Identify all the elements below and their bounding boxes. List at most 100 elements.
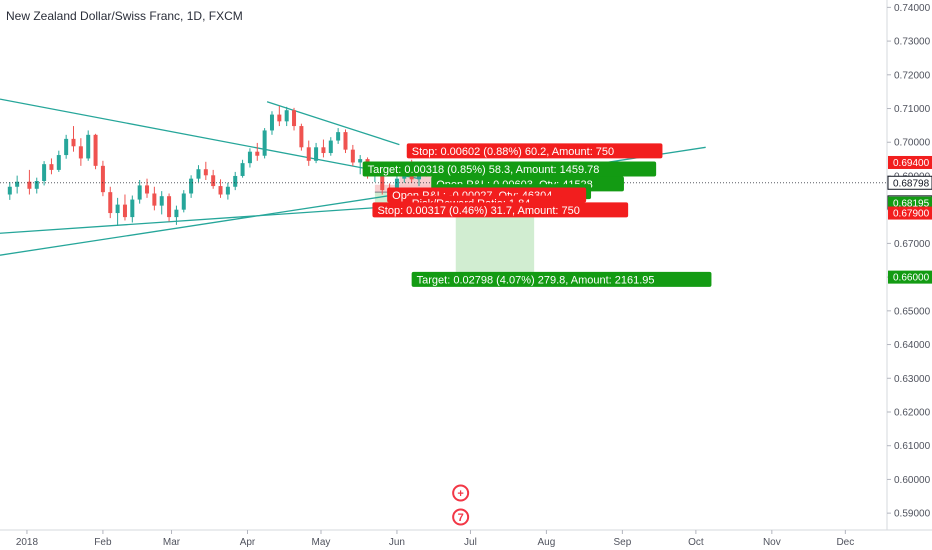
x-tick-label: Jun xyxy=(389,537,405,548)
upper-descending-trendline xyxy=(0,98,420,180)
candle-body xyxy=(336,132,341,141)
price-label-box xyxy=(888,206,932,220)
candle-body xyxy=(137,185,142,200)
x-tick-label: Oct xyxy=(688,537,704,548)
candle-body xyxy=(299,126,304,148)
candle-body xyxy=(64,138,69,156)
chart-title: New Zealand Dollar/Swiss Franc, 1D, FXCM xyxy=(6,9,243,23)
event-icons: +7 xyxy=(452,484,470,526)
short-descending-trendline xyxy=(266,101,400,146)
candle-body xyxy=(49,164,54,170)
candle-body xyxy=(34,181,39,189)
x-tick-label: Apr xyxy=(240,537,256,548)
x-tick-label: May xyxy=(312,537,331,548)
candle-body xyxy=(189,178,194,194)
candle-body xyxy=(233,175,238,187)
y-tick-label: 0.61000 xyxy=(894,441,931,452)
y-tick-label: 0.72000 xyxy=(894,70,931,81)
candle-body xyxy=(277,114,282,122)
candle-body xyxy=(269,114,274,131)
x-tick-label: Nov xyxy=(763,537,781,548)
candle-body xyxy=(380,166,385,191)
candle-body xyxy=(181,193,186,210)
y-tick-label: 0.67000 xyxy=(894,239,931,250)
event-icon-flag-glyph: 7 xyxy=(458,512,464,524)
y-tick-label: 0.70000 xyxy=(894,138,931,149)
y-tick-label: 0.63000 xyxy=(894,374,931,385)
price-labels: 0.694000.688000.687980.682170.681950.679… xyxy=(887,155,932,284)
candle-body xyxy=(262,130,267,156)
event-icon-plus-glyph: + xyxy=(457,488,463,500)
candle-body xyxy=(86,134,91,159)
candle-body xyxy=(167,196,172,218)
short-target-label-box xyxy=(362,161,657,177)
candle-body xyxy=(71,138,76,147)
candle-body xyxy=(42,164,47,182)
candle-body xyxy=(328,140,333,154)
candle-body xyxy=(100,165,105,193)
price-label-box xyxy=(888,155,932,169)
candle-body xyxy=(130,199,135,218)
candle-body xyxy=(218,186,223,195)
candle-body xyxy=(292,110,297,127)
price-label-box xyxy=(888,196,932,210)
candle-body xyxy=(108,192,113,214)
x-tick-label: Aug xyxy=(538,537,556,548)
price-label: 0.66000 xyxy=(893,273,930,284)
candle-body xyxy=(78,146,83,159)
candle-body xyxy=(247,151,252,164)
candle-body xyxy=(255,151,260,156)
x-tick-label: 2018 xyxy=(16,537,39,548)
long-stop-label-box xyxy=(372,202,629,218)
annotations: Stop: 0.00602 (0.88%) 60.2, Amount: 750 T… xyxy=(362,143,712,287)
candle-body xyxy=(343,132,348,150)
short-stop-label-box xyxy=(406,143,663,159)
y-tick-label: 0.71000 xyxy=(894,104,931,115)
candle-body xyxy=(196,169,201,179)
candle-body xyxy=(314,147,319,161)
price-label: 0.68195 xyxy=(893,199,930,210)
candle-body xyxy=(7,186,12,195)
x-tick-label: Jul xyxy=(464,537,477,548)
event-icon-flag xyxy=(452,508,470,526)
y-tick-label: 0.59000 xyxy=(894,509,931,520)
short-target-label: Target: 0.00318 (0.85%) 58.3, Amount: 14… xyxy=(368,164,600,176)
candle-body xyxy=(122,204,127,218)
candle-body xyxy=(27,181,32,189)
event-icon-plus xyxy=(452,484,470,502)
candle-body xyxy=(358,159,363,163)
price-label-box xyxy=(888,270,932,284)
candle-body xyxy=(240,163,245,176)
y-tick-label: 0.73000 xyxy=(894,37,931,48)
y-tick-label: 0.64000 xyxy=(894,340,931,351)
candle-body xyxy=(174,209,179,218)
x-tick-label: Sep xyxy=(613,537,631,548)
candle-body xyxy=(56,155,61,170)
candle-body xyxy=(225,186,230,195)
y-tick-label: 0.74000 xyxy=(894,3,931,14)
candle-body xyxy=(306,147,311,161)
y-tick-label: 0.60000 xyxy=(894,475,931,486)
x-tick-label: Feb xyxy=(94,537,112,548)
candle-body xyxy=(15,181,20,187)
short-stop-label: Stop: 0.00602 (0.88%) 60.2, Amount: 750 xyxy=(412,146,614,158)
candle-body xyxy=(145,185,150,194)
y-tick-label: 0.62000 xyxy=(894,407,931,418)
candle-body xyxy=(321,147,326,154)
long-target-label-box xyxy=(411,271,712,287)
candle-body xyxy=(93,134,98,166)
candle-body xyxy=(394,178,399,195)
candle-body xyxy=(159,196,164,206)
y-tick-label: 0.65000 xyxy=(894,306,931,317)
candle-body xyxy=(211,175,216,187)
x-tick-label: Dec xyxy=(836,537,854,548)
price-label: 0.68798 xyxy=(893,178,930,189)
candle-body xyxy=(284,110,289,122)
price-label: 0.67900 xyxy=(893,209,930,220)
candle-body xyxy=(350,149,355,163)
candle-body xyxy=(152,193,157,206)
x-tick-label: Mar xyxy=(163,537,181,548)
price-label-box xyxy=(887,175,932,190)
